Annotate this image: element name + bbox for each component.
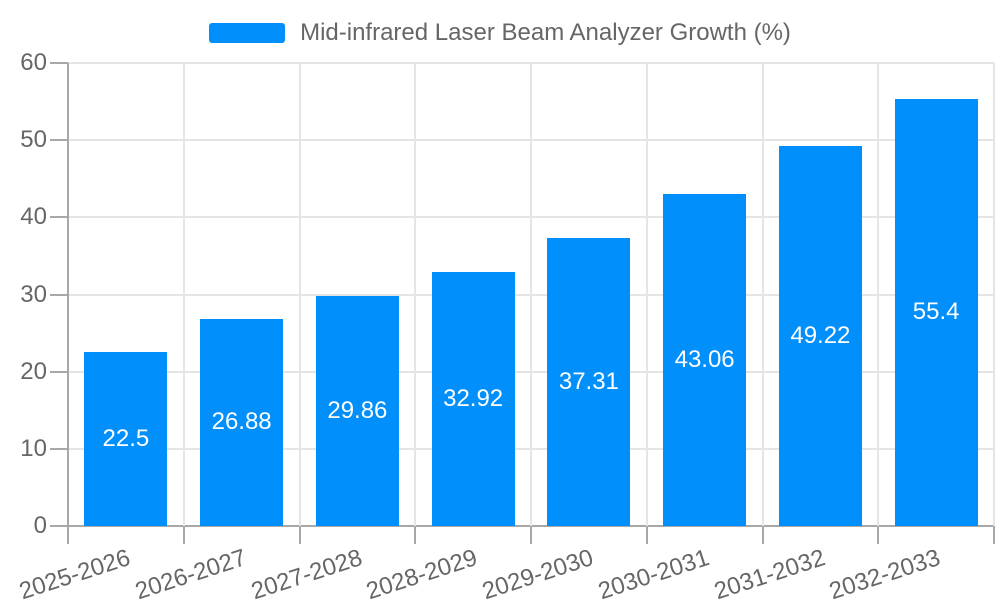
- x-axis-label: 2029-2030: [479, 544, 597, 600]
- y-axis-label: 50: [20, 126, 47, 154]
- bar-value-label: 29.86: [327, 396, 388, 424]
- bar[interactable]: 26.88: [200, 318, 284, 526]
- bar[interactable]: 37.31: [547, 238, 631, 526]
- v-gridline: [298, 63, 301, 526]
- y-axis-tick: [50, 447, 68, 450]
- x-axis-tick: [67, 526, 69, 544]
- bar[interactable]: 32.92: [431, 271, 515, 526]
- x-axis-tick: [645, 526, 648, 544]
- x-axis-tick: [414, 526, 417, 544]
- bar-value-label: 32.92: [443, 384, 504, 412]
- x-axis-tick: [761, 526, 764, 544]
- v-gridline: [530, 63, 532, 526]
- y-axis-label: 30: [20, 280, 47, 308]
- bar[interactable]: 43.06: [663, 193, 747, 526]
- x-axis-label: 2032-2033: [826, 544, 944, 600]
- v-gridline: [761, 63, 764, 526]
- plot-area: 22.5 2025-2026 26.88 2026-2027 29.86 2027-202…: [16, 62, 995, 600]
- y-axis-tick: [50, 370, 68, 373]
- x-axis-tick: [993, 526, 995, 544]
- v-gridline: [414, 63, 417, 526]
- legend-label: Mid-infrared Laser Beam Analyzer Growth …: [300, 19, 791, 46]
- v-gridline: [877, 63, 880, 526]
- x-axis-label: 2030-2031: [594, 544, 713, 600]
- y-axis-label: 20: [20, 357, 47, 385]
- x-axis-label: 2031-2032: [710, 544, 829, 600]
- y-axis-tick: [50, 216, 68, 219]
- bar-value-label: 22.5: [102, 425, 150, 453]
- v-gridline: [993, 63, 995, 526]
- x-axis-tick: [182, 526, 185, 544]
- bar-value-label: 55.4: [912, 298, 960, 326]
- y-axis-label: 0: [33, 512, 47, 539]
- x-axis-tick: [877, 526, 880, 544]
- x-axis-label: 2025-2026: [16, 544, 134, 600]
- bar-value-label: 37.31: [558, 368, 619, 396]
- x-axis-tick: [530, 526, 532, 544]
- bar[interactable]: 22.5: [84, 352, 168, 526]
- v-gridline: [182, 63, 185, 526]
- bar-value-label: 26.88: [211, 408, 272, 436]
- y-axis-tick: [50, 62, 68, 64]
- y-axis-label: 40: [20, 203, 47, 231]
- y-axis-line: [67, 63, 69, 526]
- legend-marker: [209, 23, 286, 43]
- bar-value-label: 43.06: [674, 345, 735, 373]
- y-axis-tick: [50, 525, 68, 527]
- bar[interactable]: 55.4: [894, 98, 978, 526]
- y-axis-tick: [50, 139, 68, 142]
- x-axis-label: 2027-2028: [247, 544, 366, 600]
- x-axis-tick: [298, 526, 301, 544]
- x-axis-label: 2026-2027: [131, 544, 250, 600]
- y-axis-label: 60: [20, 49, 47, 76]
- x-axis-label: 2028-2029: [363, 544, 481, 600]
- y-axis-tick: [50, 293, 68, 296]
- bar[interactable]: 29.86: [315, 295, 399, 526]
- bar[interactable]: 49.22: [778, 146, 862, 526]
- v-gridline: [645, 63, 648, 526]
- legend-item[interactable]: Mid-infrared Laser Beam Analyzer Growth …: [0, 19, 1000, 46]
- y-axis-label: 10: [20, 434, 47, 462]
- bar-value-label: 49.22: [790, 322, 851, 350]
